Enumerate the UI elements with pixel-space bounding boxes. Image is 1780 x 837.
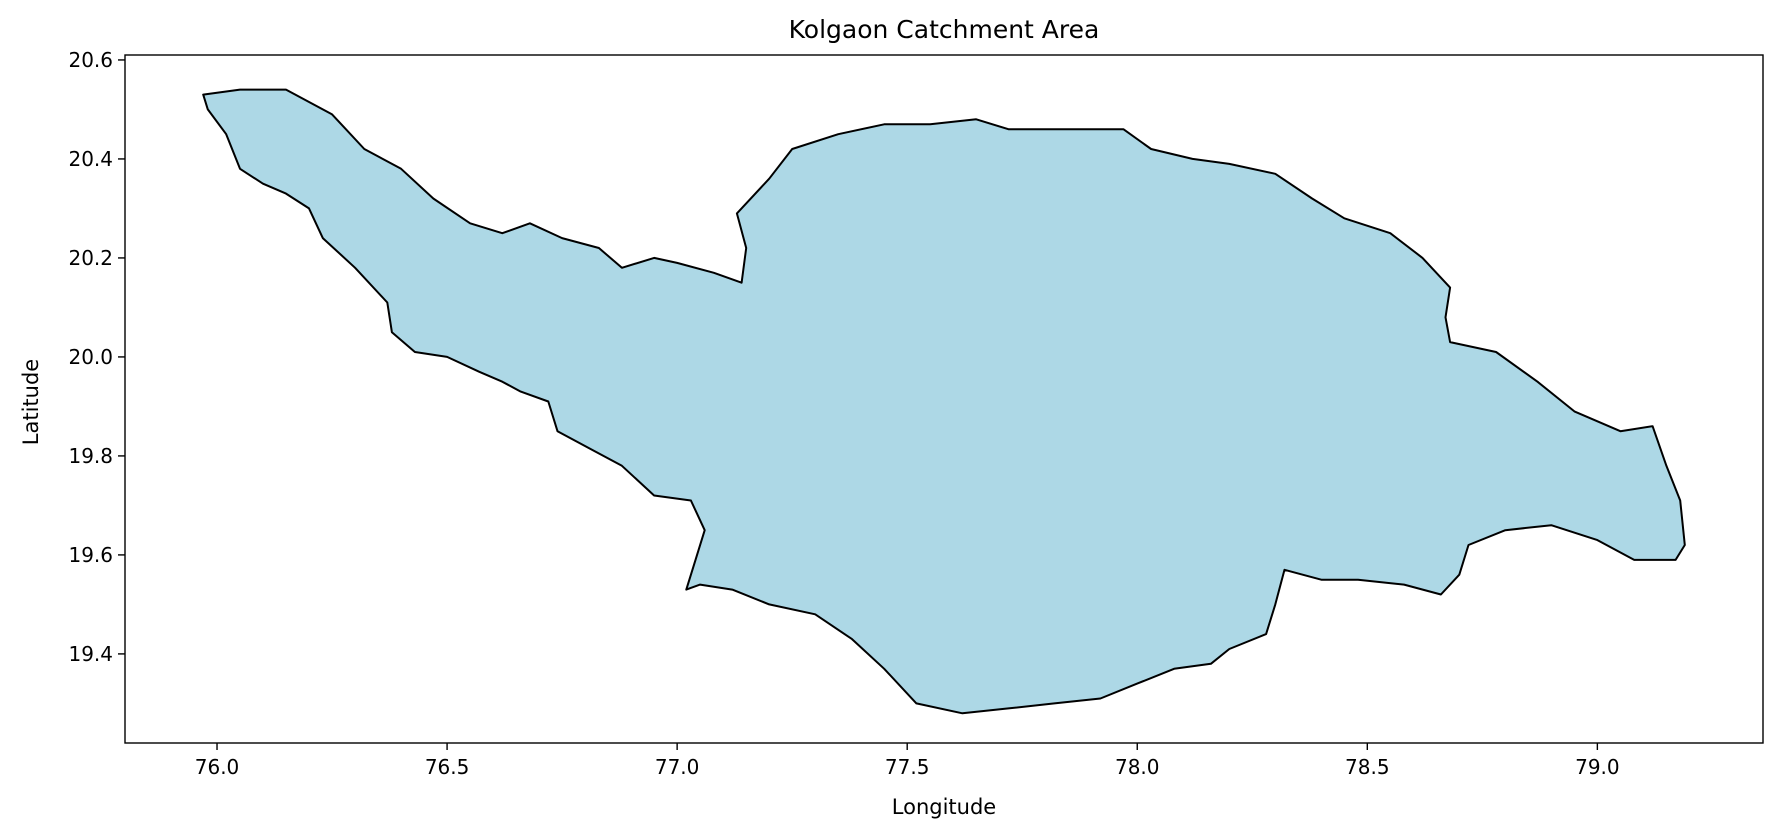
x-tick-label: 77.0 — [655, 755, 700, 779]
y-tick-label: 19.4 — [68, 642, 113, 666]
x-axis-label: Longitude — [892, 795, 996, 819]
y-tick-label: 20.4 — [68, 147, 113, 171]
y-axis-label: Latitude — [19, 359, 43, 445]
x-tick-label: 76.5 — [425, 755, 470, 779]
plot-title: Kolgaon Catchment Area — [789, 15, 1100, 44]
y-tick-label: 19.8 — [68, 444, 113, 468]
y-tick-label: 19.6 — [68, 543, 113, 567]
x-tick-label: 79.0 — [1575, 755, 1620, 779]
y-tick-label: 20.6 — [68, 48, 113, 72]
y-tick-label: 20.0 — [68, 345, 113, 369]
x-tick-label: 77.5 — [885, 755, 930, 779]
y-tick-label: 20.2 — [68, 246, 113, 270]
x-tick-label: 78.0 — [1115, 755, 1160, 779]
x-tick-label: 78.5 — [1345, 755, 1390, 779]
x-axis-ticks: 76.0 76.5 77.0 77.5 78.0 78.5 79.0 — [195, 743, 1620, 779]
catchment-polygon — [202, 88, 1686, 715]
axes-frame — [124, 54, 1764, 744]
y-axis-ticks: 19.4 19.6 19.8 20.0 20.2 20.4 20.6 — [68, 48, 125, 666]
plot-area — [124, 54, 1764, 744]
x-tick-label: 76.0 — [195, 755, 240, 779]
